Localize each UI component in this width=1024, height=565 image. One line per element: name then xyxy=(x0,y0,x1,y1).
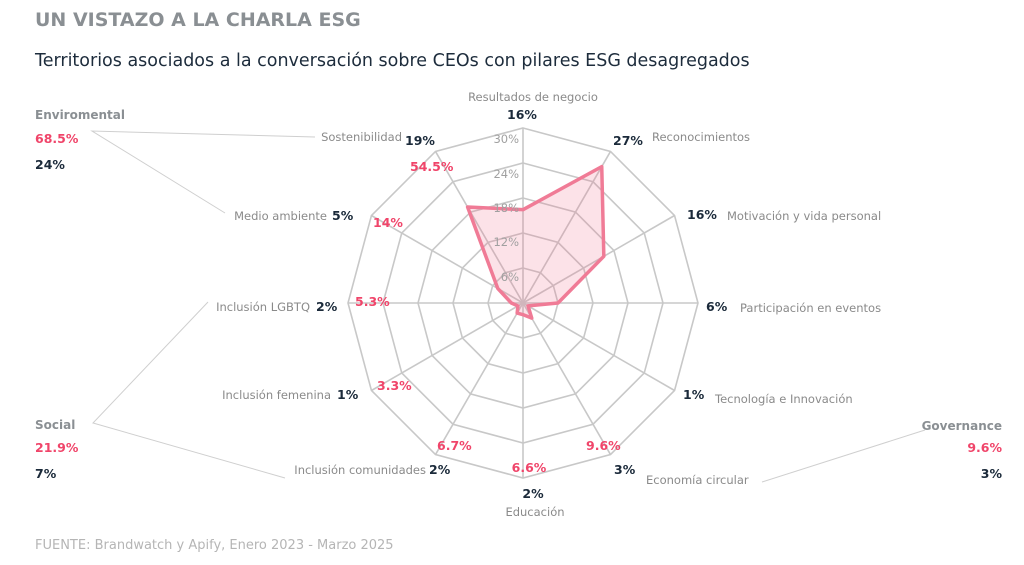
ring-label-24: 24% xyxy=(493,167,519,181)
axis-pillar-share: 14% xyxy=(373,215,403,230)
axis-label: Inclusión comunidades xyxy=(294,463,426,477)
axis-label: Inclusión femenina xyxy=(222,388,331,402)
pillar-label: Social xyxy=(35,418,75,432)
pillar-share: 21.9% xyxy=(35,440,79,455)
pillar-share: 68.5% xyxy=(35,131,79,146)
pillar-label: Governance xyxy=(922,419,1002,433)
axis-spoke xyxy=(522,302,612,455)
axis-label: Tecnología e Innovación xyxy=(714,392,853,406)
axis-value: 19% xyxy=(405,133,435,148)
axis-value: 1% xyxy=(337,387,359,402)
axis-labels: Resultados de negocio 16% 27% Reconocimi… xyxy=(216,90,881,519)
pillar-connectors xyxy=(90,130,926,483)
pillar-social: Social 21.9% 7% xyxy=(35,418,79,481)
axis-value: 2% xyxy=(429,462,451,477)
axis-pillar-share: 6.7% xyxy=(437,438,472,453)
axis-value: 1% xyxy=(683,387,705,402)
axis-pillar-share: 5.3% xyxy=(355,294,390,309)
axis-pillar-share: 9.6% xyxy=(586,438,621,453)
axis-label: Educación xyxy=(505,505,564,519)
connector-governance xyxy=(761,429,926,483)
radar-series xyxy=(465,164,606,320)
axis-spoke xyxy=(371,302,524,392)
ring-label-12: 12% xyxy=(493,235,519,249)
ring-labels: 30% 24% 18% 12% 6% xyxy=(493,132,519,284)
connector-environmental xyxy=(90,130,316,214)
axis-label: Motivación y vida personal xyxy=(727,209,881,223)
axis-label: Economía circular xyxy=(646,473,749,487)
axis-value: 2% xyxy=(316,299,338,314)
pillar-label: Enviromental xyxy=(35,108,125,122)
ring-label-6: 6% xyxy=(501,270,519,284)
axis-spoke xyxy=(434,151,524,304)
axis-pillar-share: 6.6% xyxy=(512,460,547,475)
axis-label: Resultados de negocio xyxy=(468,90,598,104)
axis-label: Reconocimientos xyxy=(652,130,750,144)
axis-value: 3% xyxy=(614,462,636,477)
axis-value: 27% xyxy=(613,133,643,148)
pillar-governance: Governance 9.6% 3% xyxy=(922,419,1003,481)
axis-label: Medio ambiente xyxy=(234,209,327,223)
ring-label-18: 18% xyxy=(493,201,519,215)
axis-value: 16% xyxy=(687,207,717,222)
axis-value: 16% xyxy=(507,107,537,122)
axis-pillar-share: 54.5% xyxy=(410,159,454,174)
series-polygon xyxy=(465,164,606,320)
pillar-value: 7% xyxy=(35,466,57,481)
axis-label: Inclusión LGBTQ xyxy=(216,300,310,314)
chart-subtitle: Territorios asociados a la conversación … xyxy=(34,51,750,71)
axis-label: Participación en eventos xyxy=(740,301,881,315)
connector-social xyxy=(92,301,286,479)
ring-label-30: 30% xyxy=(493,132,519,146)
axis-value: 5% xyxy=(332,208,354,223)
source-footnote: FUENTE: Brandwatch y Apify, Enero 2023 -… xyxy=(35,538,394,553)
axis-spoke xyxy=(434,302,524,455)
axis-value: 6% xyxy=(706,299,728,314)
axis-value: 2% xyxy=(522,486,544,501)
pillar-value: 3% xyxy=(981,466,1003,481)
axis-spoke xyxy=(522,302,675,392)
pillar-share: 9.6% xyxy=(967,440,1002,455)
pillar-value: 24% xyxy=(35,157,65,172)
axis-pillar-share: 3.3% xyxy=(377,378,412,393)
pillar-environmental: Enviromental 68.5% 24% xyxy=(35,108,125,172)
axis-label: Sostenibilidad xyxy=(321,130,402,144)
page-title: UN VISTAZO A LA CHARLA ESG xyxy=(35,9,361,31)
axis-spoke xyxy=(522,151,612,304)
